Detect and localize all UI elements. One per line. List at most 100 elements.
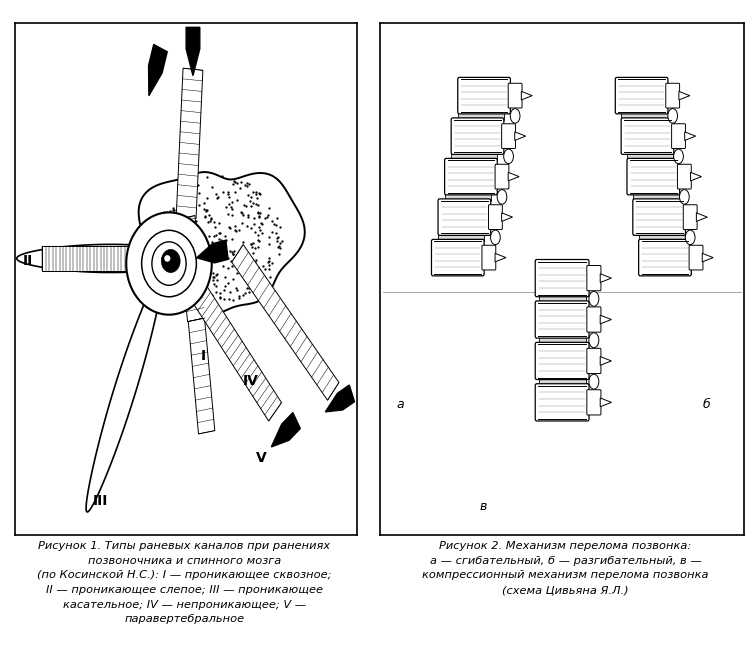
FancyBboxPatch shape [508,83,522,108]
Polygon shape [684,132,696,140]
FancyBboxPatch shape [615,78,668,114]
Text: в: в [480,500,487,513]
Polygon shape [521,92,532,100]
Polygon shape [600,357,611,365]
FancyBboxPatch shape [587,390,601,415]
Polygon shape [326,385,354,412]
Text: II: II [23,254,33,268]
Text: Рисунок 2. Механизм перелома позвонка:: Рисунок 2. Механизм перелома позвонка: [439,541,692,551]
Polygon shape [176,68,203,218]
FancyBboxPatch shape [666,83,680,108]
FancyBboxPatch shape [639,233,685,242]
FancyBboxPatch shape [489,205,502,230]
Text: Рисунок 1. Типы раневых каналов при ранениях: Рисунок 1. Типы раневых каналов при ране… [38,541,330,551]
Ellipse shape [126,212,212,315]
Polygon shape [42,246,138,271]
FancyBboxPatch shape [672,124,685,149]
FancyBboxPatch shape [587,307,601,332]
FancyBboxPatch shape [438,199,491,235]
FancyBboxPatch shape [538,295,586,303]
Polygon shape [600,315,611,324]
Ellipse shape [674,149,684,163]
FancyBboxPatch shape [678,164,691,189]
Polygon shape [514,132,526,140]
Text: (схема Цивьяна Я.Л.): (схема Цивьяна Я.Л.) [502,585,629,595]
Polygon shape [232,244,339,400]
Text: II — проникающее слепое; III — проникающее: II — проникающее слепое; III — проникающ… [46,585,323,595]
FancyBboxPatch shape [627,159,680,195]
FancyBboxPatch shape [535,384,589,421]
FancyBboxPatch shape [458,112,504,120]
Polygon shape [508,173,519,181]
Text: а: а [396,398,404,410]
FancyBboxPatch shape [502,124,515,149]
Polygon shape [196,240,228,263]
Polygon shape [600,398,611,407]
Polygon shape [702,254,713,262]
FancyBboxPatch shape [535,260,589,297]
FancyBboxPatch shape [638,239,691,276]
FancyBboxPatch shape [627,152,674,161]
Ellipse shape [511,109,520,124]
Ellipse shape [685,230,695,244]
FancyBboxPatch shape [632,199,686,235]
Ellipse shape [589,291,599,306]
FancyBboxPatch shape [458,78,511,114]
Polygon shape [502,213,513,221]
Text: касательное; IV — непроникающее; V —: касательное; IV — непроникающее; V — [62,600,306,610]
Ellipse shape [589,333,599,348]
Polygon shape [86,271,163,512]
Ellipse shape [141,230,196,297]
Polygon shape [690,173,702,181]
Text: позвоночника и спинного мозга: позвоночника и спинного мозга [88,556,280,566]
FancyBboxPatch shape [535,343,589,380]
Polygon shape [149,44,167,96]
FancyBboxPatch shape [621,118,674,154]
Text: V: V [256,451,267,465]
Ellipse shape [490,230,500,244]
FancyBboxPatch shape [633,193,679,201]
Text: компрессионный механизм перелома позвонка: компрессионный механизм перелома позвонк… [423,570,708,580]
Text: III: III [93,494,108,508]
Ellipse shape [668,109,678,124]
Ellipse shape [164,255,171,262]
FancyBboxPatch shape [538,378,586,386]
Polygon shape [188,318,215,434]
FancyBboxPatch shape [535,301,589,338]
FancyBboxPatch shape [444,193,491,201]
Ellipse shape [162,250,180,272]
Polygon shape [177,216,205,322]
FancyBboxPatch shape [482,245,496,270]
Text: а — сгибательный, б — разгибательный, в —: а — сгибательный, б — разгибательный, в … [429,556,702,566]
Polygon shape [696,213,708,221]
Text: (по Косинской Н.С.): I — проникающее сквозное;: (по Косинской Н.С.): I — проникающее скв… [37,570,332,580]
Polygon shape [271,412,300,447]
Polygon shape [495,254,506,262]
FancyBboxPatch shape [538,336,586,345]
FancyBboxPatch shape [451,118,504,154]
Ellipse shape [680,190,689,204]
FancyBboxPatch shape [432,239,484,276]
FancyBboxPatch shape [587,349,601,374]
Ellipse shape [589,374,599,389]
Polygon shape [679,92,690,100]
FancyBboxPatch shape [684,205,697,230]
FancyBboxPatch shape [451,152,497,161]
Polygon shape [138,172,305,315]
Ellipse shape [152,242,186,286]
Polygon shape [17,244,205,272]
FancyBboxPatch shape [495,164,509,189]
Polygon shape [186,27,200,76]
FancyBboxPatch shape [621,112,668,120]
Text: паравертебральное: паравертебральное [124,614,244,624]
Polygon shape [190,280,281,421]
Text: IV: IV [243,374,259,388]
Polygon shape [600,274,611,282]
Text: I: I [201,349,206,363]
FancyBboxPatch shape [444,159,497,195]
Text: б: б [702,398,710,410]
Ellipse shape [497,190,507,204]
FancyBboxPatch shape [438,233,484,242]
Ellipse shape [504,149,514,163]
FancyBboxPatch shape [587,266,601,291]
